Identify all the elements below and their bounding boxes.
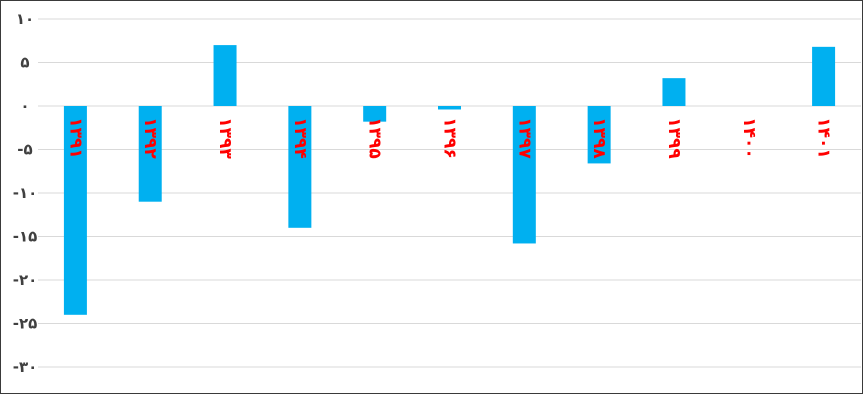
bar — [812, 46, 836, 106]
y-tick-label: ۵ — [20, 54, 29, 72]
y-tick-label: -۳۰ — [13, 358, 38, 376]
category-label: ۱۳۹۴ — [290, 117, 310, 159]
category-label: ۱۴۰۱ — [814, 117, 834, 159]
category-label: ۱۳۹۲ — [140, 117, 160, 159]
y-tick-label: -۵ — [17, 141, 32, 159]
y-tick-label: -۲۰ — [13, 271, 38, 289]
y-tick-label: -۲۵ — [13, 315, 38, 333]
bar — [438, 106, 461, 110]
bar — [363, 106, 387, 122]
category-label: ۱۳۹۷ — [514, 117, 534, 159]
bar — [512, 106, 536, 244]
y-tick-label: -۱۵ — [13, 228, 38, 246]
bars — [63, 45, 836, 315]
y-axis-tick-labels: ۱۰ ۵ ۰ -۵ -۱۰ -۱۵ -۲۰ -۲۵ -۳۰ — [13, 10, 38, 376]
bar — [662, 78, 686, 106]
gridlines — [38, 18, 861, 368]
category-label: ۱۳۹۳ — [215, 117, 235, 159]
category-label: ۱۴۰۰ — [739, 117, 759, 159]
category-label: ۱۳۹۵ — [365, 117, 385, 159]
bar — [587, 106, 611, 164]
category-label: ۱۳۹۱ — [65, 117, 85, 159]
y-tick-label: ۱۰ — [16, 10, 34, 28]
bar — [138, 106, 162, 202]
bar — [213, 45, 237, 106]
bar — [288, 106, 312, 228]
y-tick-label: ۰ — [20, 97, 29, 115]
bar — [63, 106, 87, 315]
category-label: ۱۳۹۹ — [664, 117, 684, 159]
category-label: ۱۳۹۶ — [440, 117, 460, 159]
y-tick-label: -۱۰ — [13, 184, 38, 202]
category-label: ۱۳۹۸ — [589, 117, 609, 159]
category-labels: ۱۳۹۱ ۱۳۹۲ ۱۳۹۳ ۱۳۹۴ ۱۳۹۵ ۱۳۹۶ ۱۳۹۷ ۱۳۹۸ ۱۳۹۹ ۱۴۰۰… — [65, 117, 833, 159]
